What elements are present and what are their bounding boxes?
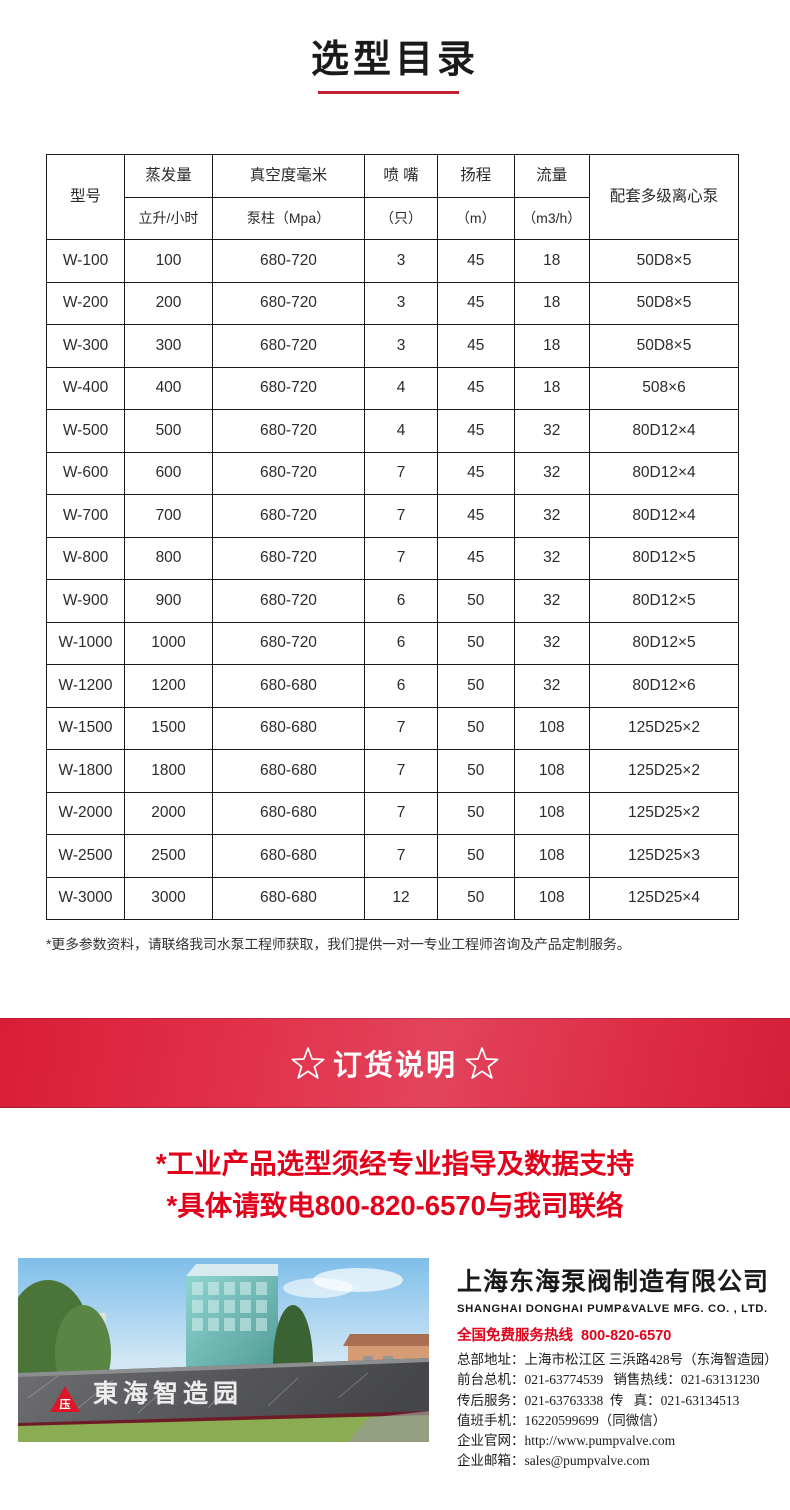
svg-text:压: 压 bbox=[60, 1397, 71, 1411]
svg-text:東海智造园: 東海智造园 bbox=[93, 1379, 243, 1408]
